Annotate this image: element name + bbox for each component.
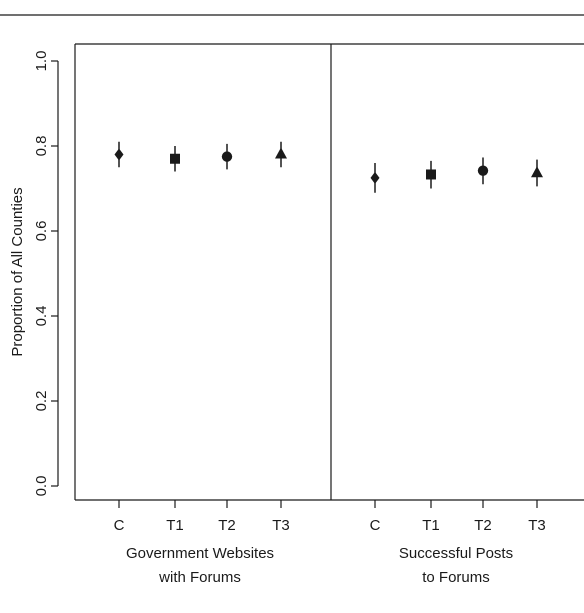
x-tick-label: T1 xyxy=(166,517,184,534)
y-tick-label: 0.2 xyxy=(33,391,50,412)
y-axis-label: Proportion of All Counties xyxy=(9,187,26,356)
y-tick-label: 1.0 xyxy=(33,51,50,72)
panel-2: C T1 T2 T3 Successful Posts to Forums xyxy=(370,157,546,586)
panel-title-line: to Forums xyxy=(422,569,490,586)
x-tick-label: C xyxy=(370,517,381,534)
y-tick-label: 0.8 xyxy=(33,136,50,157)
triangle-icon xyxy=(531,166,543,178)
y-tick-label: 0.0 xyxy=(33,476,50,497)
x-tick-label: T2 xyxy=(218,517,236,534)
diamond-icon xyxy=(370,171,380,184)
circle-icon xyxy=(477,165,489,176)
triangle-icon xyxy=(275,147,287,159)
panels: C T1 T2 T3 Government Websites with Forums C T1… xyxy=(74,43,584,586)
circle-icon xyxy=(221,151,233,162)
panel-1: C T1 T2 T3 Government Websites with Forums xyxy=(114,141,290,586)
panel-title-line: Successful Posts xyxy=(399,545,513,562)
y-axis: 0.0 0.2 0.4 0.6 0.8 1.0 xyxy=(33,51,59,497)
x-tick-label: T3 xyxy=(528,517,546,534)
x-tick-label: T2 xyxy=(474,517,492,534)
y-tick-label: 0.6 xyxy=(33,221,50,242)
panel-title-line: Government Websites xyxy=(126,545,274,562)
x-tick-label: T3 xyxy=(272,517,290,534)
panel-title-line: with Forums xyxy=(158,569,241,586)
square-icon xyxy=(426,169,436,180)
y-tick-label: 0.4 xyxy=(33,306,50,327)
diamond-icon xyxy=(114,148,124,161)
x-tick-label: T1 xyxy=(422,517,440,534)
x-tick-label: C xyxy=(114,517,125,534)
square-icon xyxy=(170,153,180,164)
